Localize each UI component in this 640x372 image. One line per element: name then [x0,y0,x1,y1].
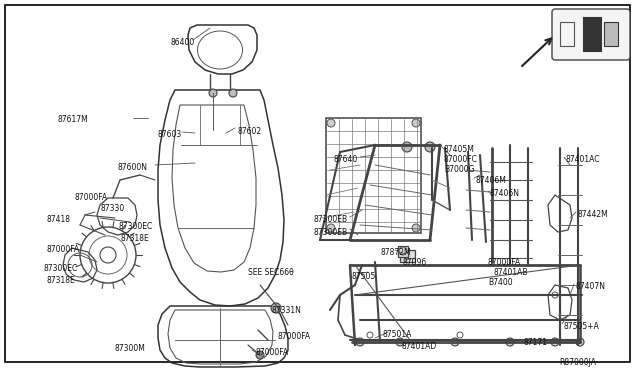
Text: 87000FA: 87000FA [256,348,289,357]
Circle shape [425,142,435,152]
Text: 87406N: 87406N [490,189,520,198]
Text: 87096: 87096 [403,258,428,267]
Bar [583,17,601,51]
Polygon shape [398,246,408,257]
Bar [604,22,618,46]
Circle shape [271,303,281,313]
Text: 87171: 87171 [524,338,548,347]
Circle shape [506,338,514,346]
Text: 87617M: 87617M [57,115,88,124]
Text: 87318E: 87318E [120,234,148,243]
Circle shape [229,89,237,97]
Text: 87330: 87330 [100,204,124,213]
Circle shape [396,338,404,346]
Text: 87602: 87602 [238,127,262,136]
Text: 87300EB: 87300EB [314,228,348,237]
Circle shape [356,338,364,346]
Text: 87000FA: 87000FA [278,332,311,341]
Text: 87318E: 87318E [46,276,75,285]
Circle shape [412,119,420,127]
Text: 87505+A: 87505+A [564,322,600,331]
Circle shape [256,351,264,359]
Text: 87331N: 87331N [272,306,302,315]
Text: 87418: 87418 [46,215,70,224]
Text: 87603: 87603 [157,130,182,139]
Text: 87600N: 87600N [118,163,148,172]
Text: 87501A: 87501A [383,330,412,339]
Circle shape [412,224,420,232]
Text: 87505: 87505 [352,272,376,281]
Circle shape [551,338,559,346]
Circle shape [327,224,335,232]
Text: 87000FA: 87000FA [74,193,107,202]
Text: 87300EC: 87300EC [43,264,77,273]
Text: 87442M: 87442M [578,210,609,219]
Text: 87401AD: 87401AD [402,342,437,351]
Polygon shape [400,250,415,262]
Text: SEE SEC66θ: SEE SEC66θ [248,268,294,277]
FancyBboxPatch shape [552,9,630,60]
Text: 87000FA: 87000FA [488,258,521,267]
Bar [560,22,574,46]
Text: B7400: B7400 [488,278,513,287]
Text: 87000FC: 87000FC [444,155,478,164]
Text: 87640: 87640 [333,155,358,164]
Text: 87300M: 87300M [115,344,145,353]
Circle shape [451,338,459,346]
Text: 87406M: 87406M [476,176,507,185]
Text: 87000FA: 87000FA [46,245,79,254]
Text: 87401AC: 87401AC [566,155,600,164]
Text: 87300EB: 87300EB [314,215,348,224]
Text: B7000G: B7000G [444,165,474,174]
Text: 87405M: 87405M [444,145,475,154]
Circle shape [327,119,335,127]
Text: 87872M: 87872M [381,248,412,257]
Text: 86400: 86400 [171,38,195,47]
Circle shape [402,142,412,152]
Text: 87401AB: 87401AB [494,268,529,277]
Circle shape [576,338,584,346]
Text: 87407N: 87407N [576,282,606,291]
Text: R87000JA: R87000JA [559,358,596,367]
Text: 87300EC: 87300EC [118,222,152,231]
Circle shape [209,89,217,97]
